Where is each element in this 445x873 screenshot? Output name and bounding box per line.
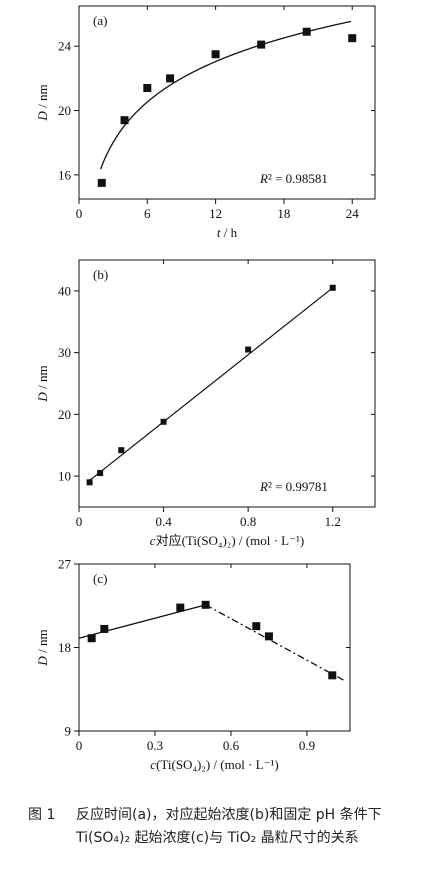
x-tick-label: 0.9 [299, 738, 315, 753]
data-point [86, 479, 93, 486]
data-point [143, 84, 152, 93]
data-point [166, 74, 175, 83]
panel-label: (b) [93, 267, 108, 282]
x-axis-label: c(Ti(SO₄)₂) / (mol · L⁻¹) [150, 757, 278, 772]
y-axis-label: D / nm [35, 629, 50, 666]
data-point [120, 116, 129, 125]
data-point [118, 447, 125, 454]
data-point [257, 40, 266, 49]
x-tick-label: 0.3 [147, 738, 163, 753]
y-tick-label: 9 [65, 724, 72, 739]
y-tick-label: 24 [58, 39, 72, 54]
plot-frame [78, 563, 351, 732]
data-point [201, 600, 210, 609]
x-tick-label: 0.4 [155, 514, 172, 529]
x-tick-label: 6 [144, 206, 151, 221]
data-point [211, 50, 220, 59]
r-squared-label: R² = 0.98581 [259, 171, 328, 186]
data-point [87, 634, 96, 643]
data-point [328, 671, 337, 680]
x-tick-label: 24 [346, 206, 360, 221]
x-tick-label: 0.6 [223, 738, 240, 753]
y-axis-label: D / nm [35, 84, 50, 121]
x-tick-label: 0 [76, 738, 83, 753]
panel-1: 0 0.4 0.8 1.2 10 20 30 40 (b) D / nm c对应(Ti(SO₄)₂)… [35, 259, 376, 548]
data-point [97, 470, 104, 477]
data-point [252, 622, 261, 631]
panel-label: (a) [93, 13, 107, 28]
panel-0: 0 6 12 18 24 16 20 24 (a) D / nm t / h R² = 0.98581 [35, 5, 376, 240]
y-tick-label: 18 [58, 640, 71, 655]
data-point [348, 34, 357, 43]
panel-2: 0 0.3 0.6 0.9 9 18 27 (c) D / nm c(Ti(SO₄)₂) / (m… [35, 557, 351, 772]
y-tick-label: 30 [58, 345, 71, 360]
y-tick-label: 40 [58, 283, 71, 298]
x-tick-label: 18 [277, 206, 290, 221]
plot-frame [78, 259, 376, 508]
data-point [264, 632, 273, 641]
y-axis-label: D / nm [35, 365, 50, 402]
figure-panels: 0 6 12 18 24 16 20 24 (a) D / nm t / h R² = 0.98581… [35, 5, 376, 772]
x-tick-label: 0.8 [240, 514, 256, 529]
data-point [160, 418, 167, 425]
y-tick-label: 20 [58, 407, 71, 422]
y-tick-label: 27 [58, 557, 72, 572]
y-tick-label: 10 [58, 469, 71, 484]
caption-number: 图 1 [28, 807, 56, 823]
plot-frame [78, 5, 376, 200]
x-tick-label: 0 [76, 514, 83, 529]
caption-text: 反应时间(a)，对应起始浓度(b)和固定 pH 条件下 Ti(SO₄)₂ 起始浓… [76, 807, 382, 846]
x-axis-label: t / h [217, 225, 238, 240]
trend-segment-solid [78, 604, 206, 639]
data-point [302, 27, 311, 36]
data-point [329, 284, 336, 291]
y-tick-label: 20 [58, 103, 71, 118]
fit-line [89, 287, 334, 481]
fit-curve [100, 20, 352, 170]
data-point [176, 603, 185, 612]
x-tick-label: 0 [76, 206, 83, 221]
x-axis-label: c对应(Ti(SO₄)₂) / (mol · L⁻¹) [150, 533, 304, 548]
data-point [100, 624, 109, 633]
x-tick-label: 1.2 [325, 514, 341, 529]
x-tick-label: 12 [209, 206, 222, 221]
data-point [245, 346, 252, 353]
panel-label: (c) [93, 571, 107, 586]
data-point [97, 178, 106, 187]
r-squared-label: R² = 0.99781 [259, 479, 328, 494]
y-tick-label: 16 [58, 167, 72, 182]
trend-segment-dashdot [205, 604, 346, 682]
